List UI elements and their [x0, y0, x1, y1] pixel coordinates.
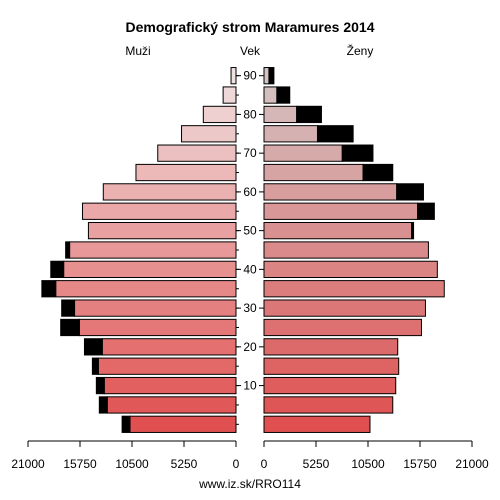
female-bar-70-74 — [263, 144, 343, 162]
male-bar-10-14 — [103, 376, 237, 395]
chart-title: Demografický strom Maramures 2014 — [125, 19, 374, 35]
male-bar-60-64 — [102, 183, 237, 201]
male-bars — [41, 67, 237, 433]
female-bar-50-54 — [263, 221, 413, 240]
male-extra-bar-10-14 — [95, 376, 105, 395]
female-x-tick-label: 0 — [261, 457, 268, 471]
age-tick-label: 90 — [243, 69, 257, 83]
female-bar-20-24 — [263, 338, 399, 356]
male-bar-90+ — [230, 67, 237, 85]
female-bar-80-84 — [263, 105, 298, 124]
male-bar-50-54 — [87, 221, 237, 240]
female-extra-bar-65-69 — [362, 163, 394, 182]
male-extra-bar-40-44 — [50, 260, 65, 279]
male-x-tick-label: 10500 — [115, 457, 149, 471]
female-bar-30-34 — [263, 299, 426, 317]
male-bar-35-39 — [55, 280, 237, 298]
male-bar-55-59 — [81, 202, 237, 220]
female-bar-35-39 — [263, 280, 445, 298]
female-extra-bar-90+ — [268, 67, 275, 85]
female-extra-bar-60-64 — [396, 183, 424, 201]
age-label: Vek — [240, 44, 261, 58]
female-x-tick-label: 5250 — [303, 457, 330, 471]
male-bar-65-69 — [135, 163, 237, 182]
female-bar-10-14 — [263, 376, 397, 395]
female-bar-40-44 — [263, 260, 438, 279]
age-tick-label: 70 — [243, 146, 257, 160]
female-bar-0-4 — [263, 415, 371, 433]
age-tick-label: 20 — [243, 340, 257, 354]
male-bar-5-9 — [106, 396, 237, 414]
female-bar-25-29 — [263, 318, 422, 337]
male-bar-40-44 — [63, 260, 237, 279]
female-extra-bar-85-89 — [276, 86, 291, 104]
female-bar-90+ — [263, 67, 270, 85]
male-extra-bar-15-19 — [91, 357, 99, 375]
female-extra-bar-80-84 — [296, 105, 322, 124]
female-bar-55-59 — [263, 202, 419, 220]
male-extra-bar-45-49 — [65, 241, 71, 259]
male-bar-25-29 — [79, 318, 237, 337]
male-x-tick-label: 15750 — [63, 457, 97, 471]
female-extra-bar-70-74 — [341, 144, 374, 162]
female-extra-bar-50-54 — [411, 221, 415, 240]
male-bar-0-4 — [129, 415, 237, 433]
male-bar-80-84 — [202, 105, 237, 124]
male-extra-bar-5-9 — [98, 396, 108, 414]
male-bar-70-74 — [157, 144, 237, 162]
female-extra-bar-75-79 — [316, 125, 354, 143]
female-bar-75-79 — [263, 125, 318, 143]
male-extra-bar-30-34 — [61, 299, 76, 317]
female-bar-65-69 — [263, 163, 364, 182]
male-x-tick-label: 5250 — [171, 457, 198, 471]
male-extra-bar-35-39 — [41, 280, 57, 298]
females-label: Ženy — [347, 43, 374, 58]
male-bar-75-79 — [181, 125, 237, 143]
female-bar-5-9 — [263, 396, 394, 414]
female-bars — [263, 67, 445, 433]
female-bar-85-89 — [263, 86, 278, 104]
footer-url: www.iz.sk/RRO114 — [198, 477, 301, 491]
males-label: Muži — [125, 44, 150, 58]
axes: 10 20 30 40 50 60 70 80 90 21000 21000 15750 15750 10… — [11, 69, 489, 471]
male-extra-bar-0-4 — [121, 415, 131, 433]
male-extra-bar-25-29 — [60, 318, 81, 337]
female-x-tick-label: 10500 — [351, 457, 385, 471]
female-x-tick-label: 21000 — [455, 457, 489, 471]
age-tick-label: 60 — [243, 185, 257, 199]
male-bar-85-89 — [222, 86, 237, 104]
age-tick-label: 40 — [243, 262, 257, 276]
age-tick-label: 50 — [243, 224, 257, 238]
male-bar-45-49 — [69, 241, 237, 259]
female-x-tick-label: 15750 — [403, 457, 437, 471]
female-bar-45-49 — [263, 241, 429, 259]
female-bar-60-64 — [263, 183, 398, 201]
male-x-tick-label: 21000 — [11, 457, 45, 471]
age-tick-label: 80 — [243, 107, 257, 121]
male-extra-bar-20-24 — [83, 338, 103, 356]
male-bar-20-24 — [101, 338, 237, 356]
age-tick-label: 10 — [243, 379, 257, 393]
male-bar-30-34 — [74, 299, 237, 317]
male-bar-15-19 — [97, 357, 237, 375]
male-x-tick-label: 0 — [233, 457, 240, 471]
female-bar-15-19 — [263, 357, 400, 375]
age-tick-label: 30 — [243, 301, 257, 315]
female-extra-bar-55-59 — [417, 202, 435, 220]
